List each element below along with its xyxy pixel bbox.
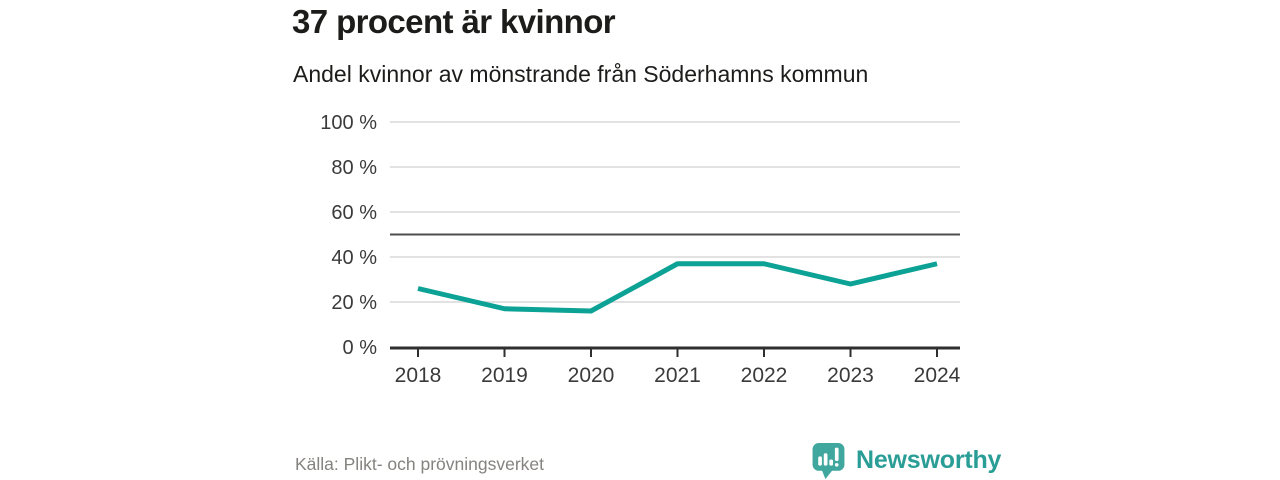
source-note: Källa: Plikt- och prövningsverket bbox=[295, 454, 544, 474]
x-tick-label: 2019 bbox=[481, 364, 528, 387]
brand-name: Newsworthy bbox=[856, 446, 1002, 474]
x-tick-label: 2021 bbox=[654, 364, 701, 387]
x-tick-label: 2023 bbox=[827, 364, 874, 387]
y-tick-label: 40 % bbox=[331, 247, 377, 269]
x-tick-label: 2018 bbox=[395, 364, 442, 387]
y-tick-label: 0 % bbox=[343, 337, 378, 359]
brand-logo: Newsworthy bbox=[810, 442, 1001, 479]
bar-chart-speech-bubble-icon bbox=[812, 443, 845, 479]
y-tick-label: 80 % bbox=[331, 157, 377, 179]
y-tick-label: 20 % bbox=[331, 292, 377, 314]
x-tick-label: 2024 bbox=[914, 364, 961, 387]
x-tick-label: 2022 bbox=[741, 364, 788, 387]
data-line bbox=[417, 261, 938, 314]
chart-title: 37 procent är kvinnor bbox=[292, 3, 616, 40]
x-tick-label: 2020 bbox=[568, 364, 615, 387]
y-tick-label: 100 % bbox=[320, 112, 377, 134]
chart-subtitle: Andel kvinnor av mönstrande från Söderha… bbox=[293, 61, 869, 87]
y-tick-label: 60 % bbox=[331, 202, 377, 224]
